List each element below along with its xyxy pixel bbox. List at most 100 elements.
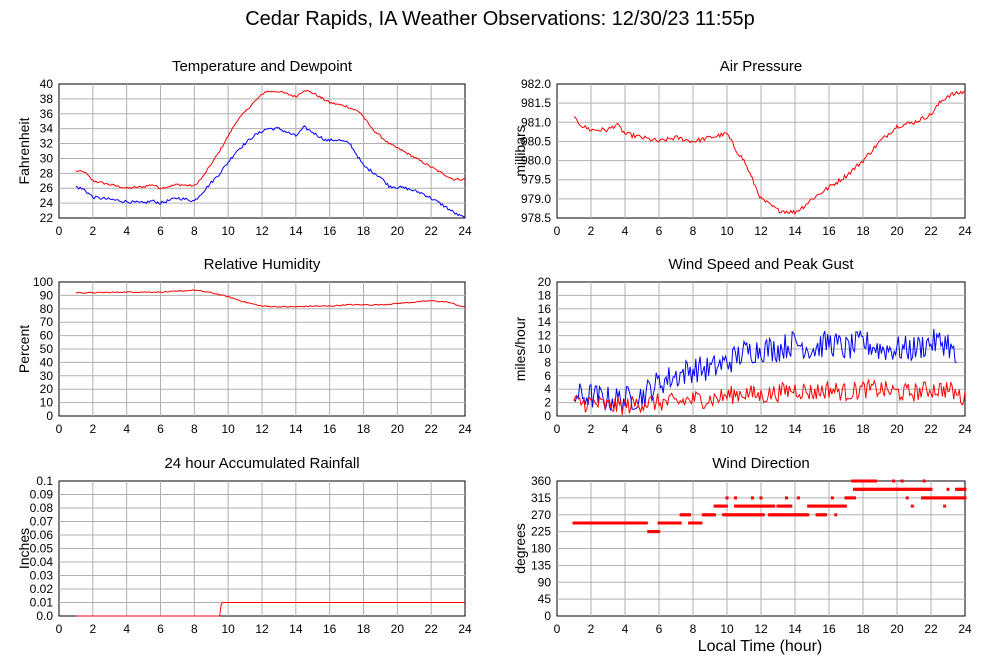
x-tick-label: 14	[289, 422, 303, 436]
series-line-rh-0	[75, 289, 466, 308]
chart-title-rh: Relative Humidity	[204, 256, 321, 273]
x-tick-label: 24	[958, 224, 972, 238]
y-tick-label: 0	[544, 609, 551, 623]
direction-point	[963, 496, 967, 500]
y-tick-label: 981.0	[521, 115, 551, 129]
x-tick-label: 14	[289, 622, 303, 636]
x-tick-label: 4	[123, 224, 130, 238]
direction-point	[830, 496, 834, 500]
series-line-rain-0	[75, 602, 465, 617]
y-tick-label: 0.05	[30, 542, 54, 556]
y-tick-label: 978.5	[521, 211, 551, 225]
x-tick-label: 10	[221, 422, 235, 436]
direction-point	[915, 487, 919, 491]
x-tick-label: 16	[323, 422, 337, 436]
x-tick-label: 12	[754, 622, 768, 636]
y-tick-label: 0.04	[30, 555, 54, 569]
y-tick-label: 22	[40, 211, 54, 225]
y-tick-label: 315	[531, 491, 551, 505]
chart-title-dir: Wind Direction	[712, 455, 810, 472]
y-axis-label-rain: Inches	[16, 528, 32, 569]
y-tick-label: 18	[538, 288, 552, 302]
direction-point	[759, 496, 763, 500]
series-line-wind-1	[573, 378, 966, 415]
y-axis-label-temp: Fahrenheit	[16, 117, 32, 184]
x-tick-label: 4	[622, 422, 629, 436]
y-tick-label: 0.09	[30, 488, 54, 502]
x-tick-label: 12	[255, 224, 269, 238]
series-line-pressure-0	[573, 90, 966, 216]
x-tick-label: 20	[890, 622, 904, 636]
direction-point	[751, 496, 754, 500]
direction-point	[657, 530, 661, 534]
x-tick-label: 24	[458, 422, 472, 436]
y-tick-label: 14	[538, 315, 552, 329]
y-tick-label: 0.0	[36, 609, 53, 623]
direction-point	[785, 496, 788, 500]
y-tick-label: 225	[531, 525, 551, 539]
series-line-temp-1	[75, 125, 466, 219]
x-tick-label: 4	[622, 622, 629, 636]
x-tick-label: 0	[56, 422, 63, 436]
y-tick-label: 100	[33, 275, 53, 289]
direction-point	[678, 521, 682, 525]
x-tick-label: 8	[690, 622, 697, 636]
direction-point	[946, 487, 950, 491]
x-tick-label: 8	[690, 224, 697, 238]
x-tick-label: 14	[788, 224, 802, 238]
direction-point	[761, 513, 765, 517]
x-tick-label: 12	[754, 224, 768, 238]
y-tick-label: 0.1	[36, 474, 53, 488]
direction-point	[644, 521, 648, 525]
y-tick-label: 90	[538, 575, 552, 589]
x-tick-label: 10	[720, 622, 734, 636]
x-tick-label: 22	[924, 622, 938, 636]
chart-title-rain: 24 hour Accumulated Rainfall	[164, 455, 359, 472]
direction-point	[910, 504, 914, 508]
x-tick-label: 16	[822, 622, 836, 636]
y-tick-label: 0.02	[30, 582, 54, 596]
x-tick-label: 22	[924, 224, 938, 238]
page-title: Cedar Rapids, IA Weather Observations: 1…	[245, 8, 755, 30]
direction-point	[725, 496, 729, 500]
direction-point	[772, 504, 776, 508]
y-tick-label: 981.5	[521, 96, 551, 110]
y-tick-label: 0.08	[30, 501, 54, 515]
x-tick-label: 12	[255, 422, 269, 436]
y-tick-label: 0.07	[30, 515, 54, 529]
direction-point	[724, 504, 728, 508]
y-tick-label: 135	[531, 558, 551, 572]
y-tick-label: 12	[538, 329, 552, 343]
series-line-wind-0	[573, 328, 957, 412]
y-tick-label: 10	[40, 396, 54, 410]
x-tick-label: 20	[391, 422, 405, 436]
y-tick-label: 40	[40, 355, 54, 369]
y-axis-label-dir: degrees	[512, 523, 528, 574]
y-tick-label: 40	[40, 77, 54, 91]
y-tick-label: 90	[40, 288, 54, 302]
direction-point	[943, 504, 947, 508]
x-tick-label: 2	[89, 622, 96, 636]
x-tick-label: 6	[157, 224, 164, 238]
y-axis-label-rh: Percent	[16, 325, 32, 373]
y-tick-label: 270	[531, 508, 551, 522]
y-tick-label: 980.5	[521, 134, 551, 148]
x-tick-label: 16	[323, 622, 337, 636]
y-tick-label: 982.0	[521, 77, 551, 91]
x-tick-label: 18	[357, 422, 371, 436]
x-tick-label: 4	[123, 422, 130, 436]
x-tick-label: 16	[822, 224, 836, 238]
y-tick-label: 36	[40, 107, 54, 121]
y-tick-label: 38	[40, 92, 54, 106]
x-tick-label: 18	[357, 622, 371, 636]
x-tick-label: 10	[720, 224, 734, 238]
y-tick-label: 980.0	[521, 154, 551, 168]
y-tick-label: 20	[538, 275, 552, 289]
direction-point	[963, 487, 967, 491]
y-tick-label: 32	[40, 137, 54, 151]
x-tick-label: 24	[958, 622, 972, 636]
direction-point	[874, 479, 877, 483]
x-tick-label: 0	[554, 422, 561, 436]
series-line-temp-0	[75, 89, 466, 190]
chart-title-temp: Temperature and Dewpoint	[172, 58, 353, 75]
